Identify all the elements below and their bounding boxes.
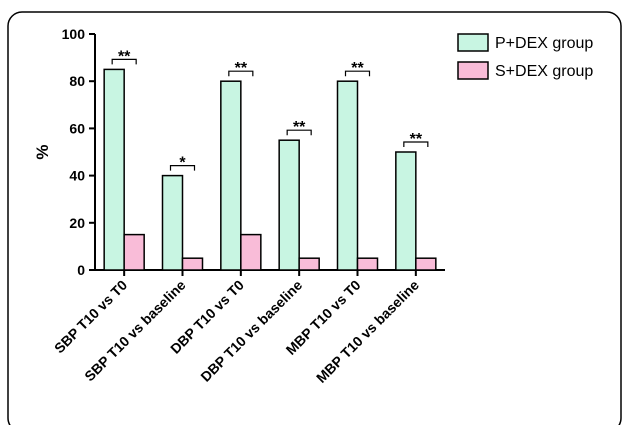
significance-bracket [403, 141, 429, 147]
panel-border [7, 11, 622, 430]
bar-p-dex [278, 139, 300, 271]
significance-label: ** [293, 119, 306, 136]
significance-bracket [286, 129, 312, 136]
y-tick-label: 0 [77, 262, 85, 278]
significance-label: ** [235, 60, 248, 77]
significance-label: ** [410, 131, 423, 148]
y-tick-label: 20 [69, 215, 85, 231]
bar-p-dex [161, 174, 184, 271]
bar-p-dex [336, 80, 359, 271]
significance-bracket [111, 58, 137, 65]
x-tick-label: DBP T10 vs baseline [197, 277, 305, 385]
y-axis: 0 20 40 60 80 100 [62, 26, 96, 278]
bar-p-dex [220, 80, 242, 271]
legend-swatch [457, 61, 489, 80]
bar-s-dex [298, 257, 320, 271]
bar-s-dex [123, 233, 145, 271]
significance-markers: *********** [111, 48, 429, 172]
significance-label: ** [351, 60, 364, 77]
significance-bracket [344, 70, 371, 77]
legend: P+DEX group S+DEX group [457, 33, 593, 80]
significance-label: * [179, 155, 186, 172]
significance-label: ** [118, 48, 131, 65]
bar-p-dex [103, 68, 125, 271]
legend-label: S+DEX group [495, 63, 593, 80]
bar-s-dex [356, 257, 379, 271]
bar-p-dex [395, 151, 417, 271]
bars [103, 68, 437, 271]
legend-swatch [457, 33, 489, 52]
legend-label: P+DEX group [495, 35, 593, 52]
y-axis-label: % [33, 144, 52, 159]
y-tick-label: 40 [69, 168, 85, 184]
significance-bracket [169, 165, 196, 171]
y-tick-label: 80 [69, 73, 85, 89]
y-tick-label: 100 [62, 26, 86, 42]
bar-s-dex [240, 233, 262, 271]
x-tick-label: MBP T10 vs baseline [313, 277, 422, 386]
x-tick-label: SBP T10 vs baseline [81, 277, 189, 385]
y-tick-label: 60 [69, 120, 85, 136]
bar-s-dex [181, 257, 204, 271]
significance-bracket [228, 70, 254, 77]
bar-s-dex [415, 257, 437, 271]
